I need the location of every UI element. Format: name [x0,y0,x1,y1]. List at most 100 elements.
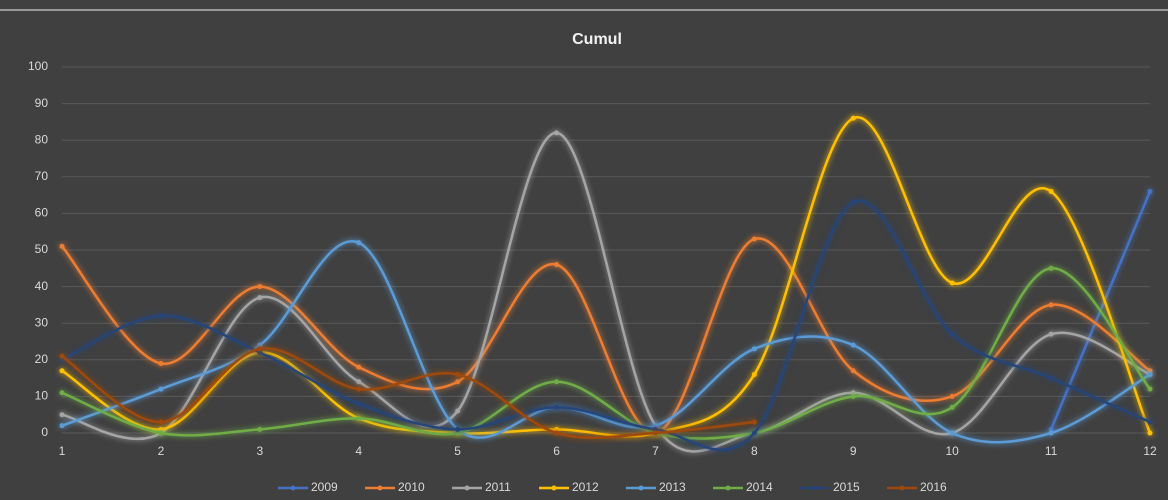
legend-marker [290,485,296,491]
marker [1147,368,1153,374]
x-tick-label: 8 [751,444,758,458]
marker [850,115,856,121]
marker [455,426,461,432]
legend-marker [551,485,557,491]
marker [1048,331,1054,337]
marker [1147,386,1153,392]
marker [59,353,65,359]
marker [59,412,65,418]
legend-label: 2011 [485,480,511,494]
marker [751,236,757,242]
marker [257,284,263,290]
marker [652,426,658,432]
marker [1147,419,1153,425]
marker [59,368,65,374]
marker [1048,302,1054,308]
x-tick-label: 9 [850,444,857,458]
x-tick-label: 2 [158,444,165,458]
y-tick-label: 80 [35,132,49,146]
marker [554,130,560,136]
legend-label: 2009 [311,480,338,494]
marker [59,423,65,429]
y-tick-label: 20 [35,352,49,366]
series [59,265,1153,440]
legend-marker [899,485,905,491]
marker [257,426,263,432]
marker [257,346,263,352]
marker [356,240,362,246]
legend-marker [812,485,818,491]
legend-marker [725,485,731,491]
legend-marker [464,485,470,491]
y-tick-label: 100 [28,59,48,73]
chart-title: Cumul [572,31,622,48]
x-tick-label: 5 [454,444,461,458]
x-tick-label: 11 [1045,444,1058,458]
marker [455,430,461,436]
marker [751,430,757,436]
marker [554,404,560,410]
marker [949,280,955,286]
series [59,346,757,440]
marker [751,371,757,377]
y-tick-label: 0 [41,425,48,439]
y-tick-label: 90 [35,96,49,110]
marker [949,331,955,337]
line [60,347,756,440]
marker [158,313,164,319]
marker [850,390,856,396]
marker [554,426,560,432]
marker [1147,430,1153,436]
marker [1147,188,1153,194]
marker [59,390,65,396]
marker [356,379,362,385]
x-tick-label: 4 [355,444,362,458]
marker [850,199,856,205]
x-tick-label: 10 [946,444,960,458]
y-tick-label: 70 [35,169,49,183]
marker [850,368,856,374]
marker [356,401,362,407]
marker [356,364,362,370]
legend-label: 2015 [833,480,860,494]
y-tick-label: 50 [35,242,49,256]
marker [158,426,164,432]
marker [1048,426,1054,432]
marker [949,393,955,399]
marker [158,360,164,366]
x-tick-label: 1 [59,444,66,458]
marker [949,404,955,410]
legend-label: 2012 [572,480,599,494]
marker [652,430,658,436]
legend-marker [638,485,644,491]
marker [158,419,164,425]
marker [1048,375,1054,381]
x-tick-label: 6 [553,444,560,458]
marker [455,408,461,414]
marker [356,415,362,421]
marker [1048,430,1054,436]
marker [751,346,757,352]
marker [850,393,856,399]
y-tick-label: 30 [35,315,49,329]
x-tick-label: 7 [652,444,659,458]
marker [949,430,955,436]
marker [1048,188,1054,194]
y-tick-label: 60 [35,206,49,220]
marker [356,386,362,392]
marker [455,371,461,377]
marker [751,419,757,425]
marker [554,430,560,436]
legend-label: 2010 [398,480,425,494]
legend-marker [377,485,383,491]
x-tick-label: 12 [1143,444,1157,458]
marker [59,243,65,249]
marker [257,349,263,355]
legend-label: 2014 [746,480,773,494]
marker [257,342,263,348]
series [59,199,1153,452]
marker [1048,265,1054,271]
marker [257,295,263,301]
marker [455,379,461,385]
